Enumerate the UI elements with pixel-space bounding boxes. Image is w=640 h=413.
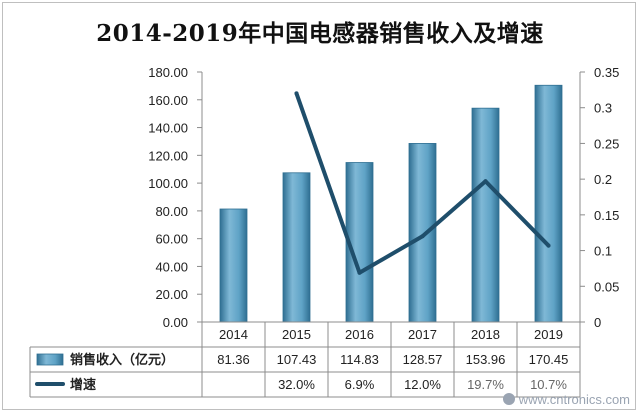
left-axis-tick-label: 100.00 xyxy=(148,176,188,191)
watermark: www.cntronics.com xyxy=(502,392,630,407)
bar-2014 xyxy=(219,208,248,323)
left-axis-tick-label: 120.00 xyxy=(148,148,188,163)
left-axis-tick-label: 160.00 xyxy=(148,93,188,108)
growth-point-2017 xyxy=(420,234,425,239)
category-label-2019: 2019 xyxy=(534,327,563,342)
bar-2017 xyxy=(408,143,437,323)
growth-value-label-2015: 32.0% xyxy=(278,377,315,392)
bar-value-label-2014: 81.36 xyxy=(217,352,250,367)
left-axis-tick-label: 0.00 xyxy=(163,315,188,330)
bar-2018 xyxy=(471,107,500,323)
left-axis-tick-label: 180.00 xyxy=(148,65,188,80)
legend-swatch-bar xyxy=(36,353,64,366)
category-label-2015: 2015 xyxy=(282,327,311,342)
data-table: 2014 2015 2016 2017 2018 2019 销售收入（亿元） 81.36 107… xyxy=(29,321,581,398)
category-label-2018: 2018 xyxy=(471,327,500,342)
bar-value-label-2015: 107.43 xyxy=(277,352,317,367)
bar-2015 xyxy=(282,172,311,323)
growth-value-label-2017: 12.0% xyxy=(404,377,441,392)
left-axis-tick-label: 60.00 xyxy=(155,232,188,247)
bars-layer xyxy=(219,84,563,323)
left-axis-tick-label: 40.00 xyxy=(155,259,188,274)
watermark-text: www.cntronics.com xyxy=(518,392,630,407)
bar-value-label-2018: 153.96 xyxy=(466,352,506,367)
category-label-2016: 2016 xyxy=(345,327,374,342)
bar-value-label-2016: 114.83 xyxy=(340,352,379,367)
category-label-2014: 2014 xyxy=(219,327,248,342)
right-axis-tick-label: 0.25 xyxy=(594,136,619,151)
legend-label-bar: 销售收入（亿元） xyxy=(70,352,174,368)
bar-2019 xyxy=(534,84,563,323)
growth-value-label-2019: 10.7% xyxy=(530,377,567,392)
left-axis-tick-label: 140.00 xyxy=(148,121,188,136)
growth-point-2015 xyxy=(294,91,299,96)
left-axis-tick-label: 20.00 xyxy=(155,287,188,302)
right-axis-tick-label: 0 xyxy=(594,315,601,330)
right-axis-tick-label: 0.35 xyxy=(594,65,619,80)
category-label-2017: 2017 xyxy=(408,327,437,342)
legend-label-line: 增速 xyxy=(70,377,96,393)
bar-value-label-2017: 128.57 xyxy=(403,352,443,367)
right-axis-tick-label: 0.2 xyxy=(594,172,612,187)
growth-point-2019 xyxy=(546,243,551,248)
growth-value-label-2018: 19.7% xyxy=(467,377,504,392)
right-axis-tick-label: 0.3 xyxy=(594,101,612,116)
watermark-logo-icon xyxy=(502,393,515,405)
right-axis-tick-label: 0.15 xyxy=(594,208,619,223)
right-axis-tick-label: 0.1 xyxy=(594,244,612,259)
chart-title: 2014-2019年中国电感器销售收入及增速 xyxy=(96,20,544,47)
growth-value-label-2016: 6.9% xyxy=(345,377,375,392)
left-axis-tick-label: 80.00 xyxy=(155,204,188,219)
growth-point-2018 xyxy=(483,179,488,184)
bar-value-label-2019: 170.45 xyxy=(529,352,569,367)
right-axis-tick-label: 0.05 xyxy=(594,279,619,294)
line-layer xyxy=(294,91,551,275)
chart-frame xyxy=(2,2,636,410)
growth-point-2016 xyxy=(357,270,362,275)
axes-layer: 0.00 20.00 40.00 60.00 80.00 100.00 120.00 140.… xyxy=(148,65,619,330)
